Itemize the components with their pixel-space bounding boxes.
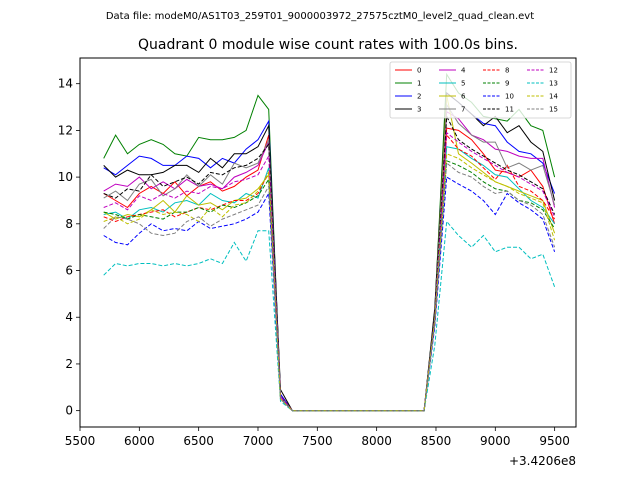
legend-label-4: 4 xyxy=(461,67,466,75)
x-tick-label: 7000 xyxy=(243,434,274,448)
y-tick-label: 2 xyxy=(65,357,73,371)
y-tick-label: 12 xyxy=(58,123,73,137)
x-tick-label: 8000 xyxy=(361,434,392,448)
series-line-8 xyxy=(103,133,556,412)
x-tick-label: 6000 xyxy=(124,434,155,448)
legend-label-9: 9 xyxy=(505,80,509,88)
legend-label-12: 12 xyxy=(549,67,558,75)
y-tick-label: 6 xyxy=(65,264,73,278)
x-axis-offset-label: +3.4206e8 xyxy=(509,454,576,468)
series-layer xyxy=(103,72,556,412)
x-tick-label: 7500 xyxy=(302,434,333,448)
y-axis: 0 2 4 6 8 10 12 14 xyxy=(58,77,80,418)
legend-label-3: 3 xyxy=(417,106,421,114)
y-tick-label: 4 xyxy=(65,310,73,324)
series-line-15 xyxy=(103,162,556,412)
legend-label-1: 1 xyxy=(417,80,421,88)
chart-title: Quadrant 0 module wise count rates with … xyxy=(138,37,518,53)
legend-label-11: 11 xyxy=(505,106,514,114)
series-line-11 xyxy=(103,114,556,412)
x-axis: 5500 6000 6500 7000 7500 8000 8500 9000 9500 xyxy=(65,427,570,448)
legend-label-8: 8 xyxy=(505,67,509,75)
x-tick-label: 9500 xyxy=(539,434,570,448)
y-tick-label: 14 xyxy=(58,77,73,91)
legend-box xyxy=(389,61,572,119)
legend-label-2: 2 xyxy=(417,93,421,101)
legend-label-14: 14 xyxy=(549,93,558,101)
x-tick-label: 9000 xyxy=(480,434,511,448)
legend-label-0: 0 xyxy=(417,67,421,75)
x-tick-label: 5500 xyxy=(65,434,96,448)
y-tick-label: 0 xyxy=(65,404,73,418)
plot-area: 5500 6000 6500 7000 7500 8000 8500 9000 9500 0 2 4… xyxy=(58,57,577,468)
legend-label-5: 5 xyxy=(461,80,465,88)
y-tick-label: 10 xyxy=(58,170,73,184)
y-tick-label: 8 xyxy=(65,217,73,231)
legend-label-15: 15 xyxy=(549,106,558,114)
legend-label-10: 10 xyxy=(505,93,514,101)
x-tick-label: 8500 xyxy=(421,434,452,448)
axes-frame xyxy=(79,57,577,428)
legend-label-6: 6 xyxy=(461,93,466,101)
series-line-14 xyxy=(103,153,556,412)
legend-label-13: 13 xyxy=(549,80,558,88)
x-tick-label: 6500 xyxy=(183,434,214,448)
legend-label-7: 7 xyxy=(461,106,465,114)
figure-suptitle: Data file: modeM0/AS1T03_259T01_90000039… xyxy=(106,11,534,22)
